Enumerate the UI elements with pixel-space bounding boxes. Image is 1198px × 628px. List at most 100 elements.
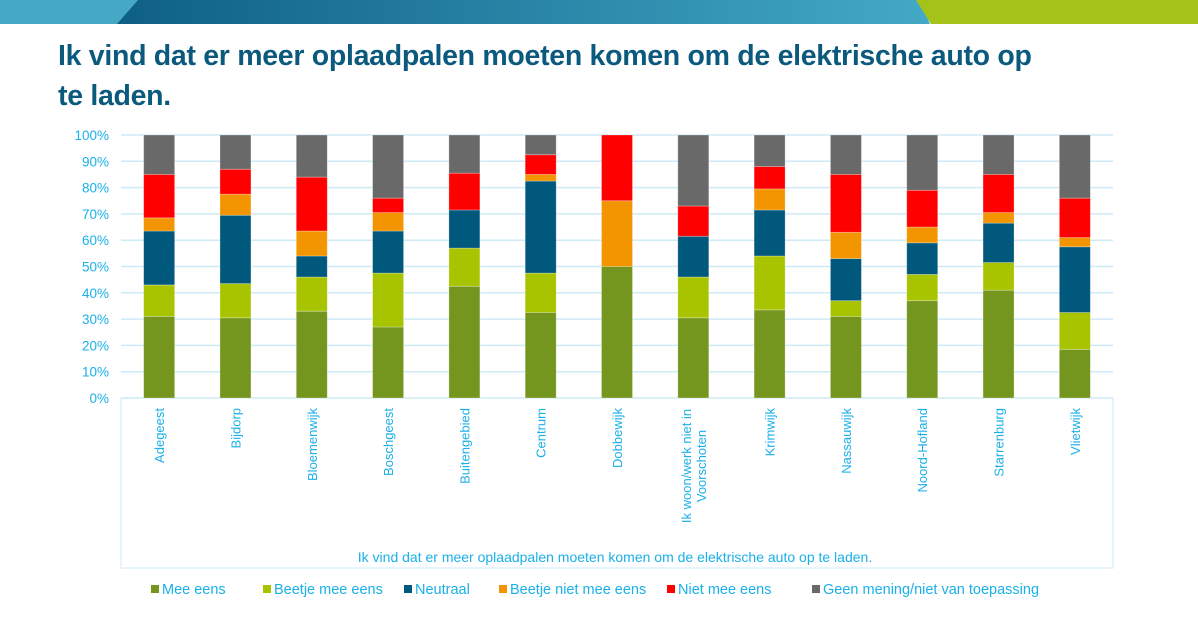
bar-segment [524, 272, 557, 313]
x-category-label-line: Voorschoten [694, 430, 709, 502]
bar-segment [906, 273, 939, 302]
x-category-label: Boschgeest [381, 408, 396, 476]
x-axis-title: Ik vind dat er meer oplaadpalen moeten k… [358, 549, 872, 565]
page-title-line-1: Ik vind dat er meer oplaadpalen moeten k… [58, 40, 1032, 72]
legend-label: Beetje niet mee eens [510, 582, 646, 598]
x-category-label: Centrum [534, 408, 549, 458]
bar-stack [830, 134, 862, 399]
bar-segment [295, 276, 328, 312]
x-category-label: Vlietwijk [1068, 408, 1083, 455]
bar-segment [372, 230, 404, 274]
bar-segment [1058, 197, 1091, 238]
bar-segment [524, 154, 557, 175]
y-axis-ticks: 0% 10% 20% 30% 40% 50% 60% 70% 80% 90% 100% [74, 128, 109, 406]
bar-segment [524, 134, 557, 156]
bar-segment [753, 188, 786, 211]
bar-segment [219, 283, 252, 319]
bar-stack [524, 134, 557, 399]
legend-swatch [667, 585, 675, 593]
bar-segment [219, 168, 252, 195]
bar-segment [372, 134, 404, 199]
x-category-label: Bijdorp [228, 408, 243, 448]
legend-swatch [499, 585, 507, 593]
bar-segment [753, 209, 786, 257]
bar-segment [524, 180, 557, 274]
bar-segment [143, 174, 176, 219]
x-category-label: Dobbewijk [610, 408, 625, 468]
bars [143, 134, 1091, 399]
bar-segment [982, 222, 1015, 263]
bar-stack [982, 134, 1015, 399]
x-category-label-line: Starrenburg [992, 408, 1007, 477]
bar-segment [982, 262, 1015, 291]
bar-segment [143, 230, 176, 286]
bar-segment [906, 226, 939, 244]
bar-segment [1058, 348, 1091, 399]
bar-stack [372, 134, 404, 399]
legend-label: Geen mening/niet van toepassing [823, 582, 1039, 598]
page-title-line-2: te laden. [58, 80, 171, 112]
legend-label: Neutraal [415, 582, 470, 598]
bar-segment [677, 317, 710, 399]
y-tick-label: 60% [82, 233, 109, 248]
bar-segment [524, 174, 557, 182]
bar-stack [753, 134, 786, 399]
header-banner [0, 0, 1198, 24]
x-category-label-line: Buitengebied [457, 408, 472, 484]
bar-segment [982, 289, 1015, 399]
legend-label: Niet mee eens [678, 582, 772, 598]
bar-segment [372, 212, 404, 232]
bar-segment [448, 209, 481, 249]
bar-segment [753, 309, 786, 399]
x-axis-categories: Adegeest Bijdorp Bloemenwijk Boschgeest Buit… [152, 408, 1083, 524]
y-tick-label: 0% [89, 391, 109, 406]
bar-segment [448, 134, 481, 174]
bar-segment [753, 134, 786, 167]
bar-segment [830, 134, 862, 175]
x-category-label-line: Bloemenwijk [305, 408, 320, 481]
bar-segment [982, 174, 1015, 213]
bar-segment [830, 258, 862, 302]
bar-segment [524, 312, 557, 399]
bar-segment [295, 310, 328, 399]
y-tick-label: 20% [82, 338, 109, 353]
y-tick-label: 10% [82, 365, 109, 380]
legend-item: Beetje niet mee eens [499, 582, 646, 598]
x-category-label-line: Dobbewijk [610, 408, 625, 468]
bar-segment [906, 189, 939, 228]
bar-segment [143, 316, 176, 399]
bar-segment [295, 255, 328, 278]
bar-stack [448, 134, 481, 399]
y-tick-label: 50% [82, 260, 109, 275]
legend: Mee eens Beetje mee eens Neutraal Beetje ni… [151, 582, 1039, 598]
bar-segment [143, 134, 176, 175]
bar-segment [601, 266, 633, 399]
banner-left-strip [0, 0, 140, 24]
x-category-label: Adegeest [152, 408, 167, 463]
bar-stack [143, 134, 176, 399]
bar-segment [219, 214, 252, 284]
bar-segment [906, 300, 939, 399]
x-category-label: Noord-Hofland [915, 408, 930, 493]
y-tick-label: 80% [82, 181, 109, 196]
bar-segment [906, 242, 939, 275]
bar-segment [1058, 237, 1091, 248]
bar-segment [372, 326, 404, 399]
bar-segment [982, 212, 1015, 224]
y-tick-label: 100% [74, 128, 109, 143]
x-category-label-line: Noord-Hofland [915, 408, 930, 493]
bar-stack [219, 134, 252, 399]
bar-segment [372, 272, 404, 328]
bar-segment [295, 134, 328, 178]
bar-segment [677, 134, 710, 207]
x-category-label: Ik woon/werk niet inVoorschoten [679, 409, 709, 523]
page-title: Ik vind dat er meer oplaadpalen moeten k… [58, 36, 1138, 116]
y-tick-label: 30% [82, 312, 109, 327]
legend-item: Geen mening/niet van toepassing [812, 582, 1039, 598]
x-category-label: Buitengebied [457, 408, 472, 484]
legend-label: Mee eens [162, 582, 226, 598]
bar-segment [1058, 312, 1091, 350]
legend-item: Neutraal [404, 582, 470, 598]
bar-segment [143, 217, 176, 232]
bar-segment [219, 193, 252, 216]
